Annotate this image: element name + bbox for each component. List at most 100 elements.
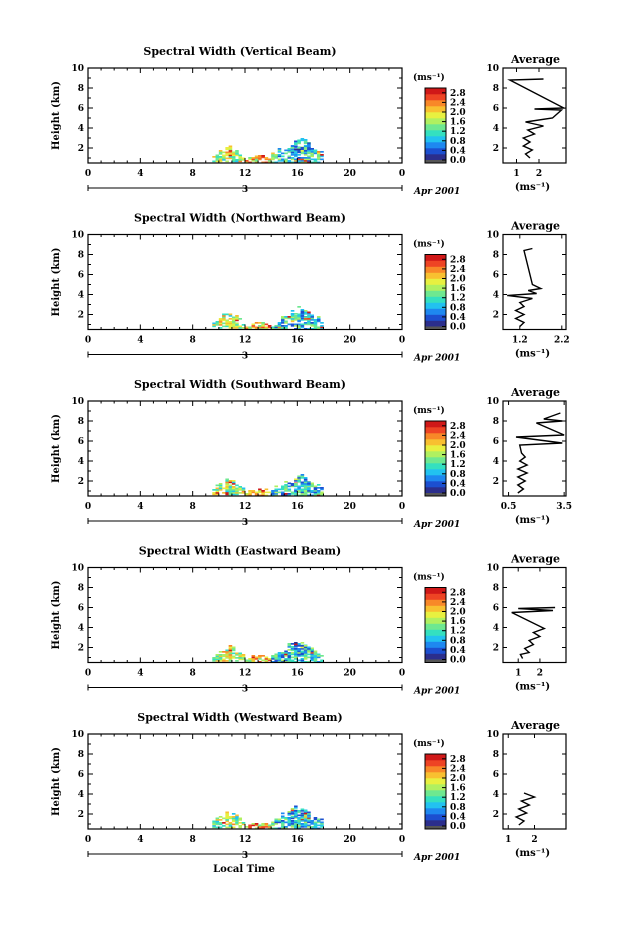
heatmap-cell — [287, 817, 292, 819]
y-tick-label: 4 — [78, 291, 84, 301]
heatmap-cell — [274, 659, 279, 662]
heatmap-cell — [300, 160, 305, 162]
heatmap-cell — [303, 311, 308, 314]
heatmap-cell — [212, 823, 216, 826]
heatmap-cell — [225, 154, 229, 157]
colorbar-tick-label: 1.2 — [450, 460, 466, 470]
heatmap-cell — [300, 814, 305, 817]
heatmap-cell — [307, 653, 311, 656]
heatmap-cell — [238, 492, 243, 494]
heatmap-cell — [267, 325, 272, 327]
heatmap-cell — [307, 328, 311, 330]
heatmap-cell — [290, 648, 295, 650]
heatmap-cell — [225, 814, 229, 817]
heatmap-cell — [300, 319, 305, 321]
heatmap-cell — [300, 313, 305, 316]
heatmap-cell — [300, 653, 305, 656]
heatmap-cell — [290, 145, 295, 147]
heatmap-cell — [287, 658, 292, 660]
heatmap-cell — [271, 157, 275, 159]
heatmap-cell — [225, 313, 229, 316]
heatmap-cell — [238, 817, 243, 820]
heatmap-cell — [320, 493, 324, 495]
x-tick-label: 16 — [291, 502, 304, 512]
heatmap-cell — [274, 661, 279, 663]
colorbar-underflow — [425, 160, 446, 163]
panel-title: Spectral Width (Vertical Beam) — [143, 45, 336, 58]
heatmap-cell — [225, 816, 229, 818]
heatmap-cell — [228, 313, 233, 316]
colorbar-segment — [425, 290, 446, 297]
colorbar-segment — [425, 481, 446, 488]
heatmap-cell — [313, 817, 318, 819]
heatmap-cell — [225, 823, 229, 826]
heatmap-cell — [225, 654, 229, 656]
heatmap-cell — [313, 161, 318, 164]
heatmap-cell — [254, 827, 259, 830]
heatmap-cell — [303, 820, 308, 822]
heatmap-cell — [231, 319, 236, 322]
colorbar-tick-label: 1.6 — [450, 118, 466, 128]
heatmap-cell — [231, 480, 236, 482]
heatmap-cell — [310, 650, 314, 653]
heatmap-cell — [274, 658, 279, 660]
heatmap-cell — [313, 658, 318, 660]
heatmap-cell — [222, 156, 226, 158]
heatmap-cell — [215, 822, 220, 824]
heatmap-cell — [294, 146, 298, 149]
heatmap-cell — [231, 646, 236, 649]
heatmap-cell — [294, 642, 298, 644]
heatmap-cell — [280, 491, 285, 494]
x-tick-label: 0 — [85, 502, 91, 512]
heatmap-cell — [310, 161, 314, 164]
heatmap-cell — [307, 160, 311, 162]
heatmap-cell — [294, 319, 298, 321]
y-tick-label: 6 — [78, 271, 84, 281]
heatmap-cell — [310, 154, 314, 156]
heatmap-cell — [284, 481, 288, 483]
heatmap-cell — [290, 325, 295, 327]
plot-frame — [87, 233, 403, 331]
heatmap-cell — [218, 157, 223, 160]
y-tick-label: 4 — [78, 457, 84, 467]
average-title: Average — [510, 386, 560, 399]
heatmap-cell — [280, 487, 285, 489]
heatmap-cell — [267, 158, 272, 161]
heatmap-cell — [303, 148, 308, 150]
heatmap-cell — [228, 315, 233, 317]
heatmap-cell — [215, 823, 220, 826]
heatmap-cell — [294, 817, 298, 819]
heatmap-cell — [248, 826, 252, 828]
average-panel: Average 2 4 6 8 10 1.2 2.2 (ms⁻¹) — [486, 220, 569, 360]
heatmap-cell — [215, 654, 220, 656]
heatmap-cell — [212, 156, 216, 158]
heatmap-cell — [284, 317, 288, 320]
heatmap-cell — [297, 481, 301, 483]
heatmap-cell — [310, 652, 314, 654]
heatmap-cell — [294, 827, 298, 830]
heatmap-cell — [297, 818, 301, 821]
heatmap-cell — [320, 155, 324, 158]
heatmap-cell — [271, 821, 275, 824]
colorbar-tick-label: 0.4 — [450, 812, 466, 822]
heatmap-cell — [294, 490, 298, 492]
heatmap-cell — [316, 320, 321, 323]
heatmap-cell — [300, 493, 305, 495]
heatmap-cell — [294, 655, 298, 657]
heatmap-cell — [274, 820, 279, 822]
heatmap-cell — [241, 657, 246, 659]
heatmap-cell — [300, 483, 305, 485]
heatmap-cell — [294, 810, 298, 812]
heatmap-cell — [290, 161, 295, 164]
heatmap-cell — [251, 323, 256, 326]
heatmap-cell — [222, 316, 226, 319]
avg-x-tick-label: 1 — [513, 169, 519, 179]
avg-y-tick-label: 10 — [486, 564, 499, 574]
heatmap-cell — [310, 151, 314, 153]
heatmap-cell — [218, 322, 223, 325]
heatmap-cell — [313, 656, 318, 659]
heatmap-cell — [228, 153, 233, 155]
heatmap-cell — [248, 157, 252, 159]
heatmap-cell — [271, 491, 275, 494]
